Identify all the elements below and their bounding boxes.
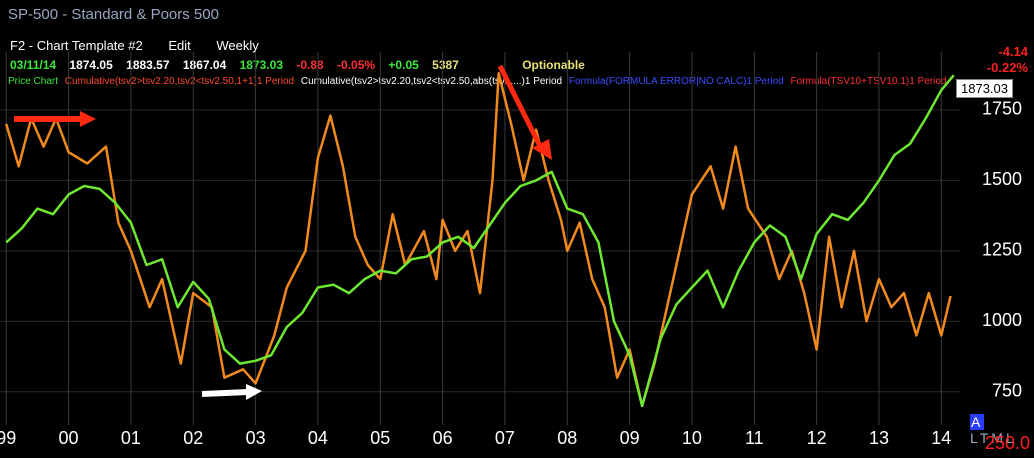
pct-change: -0.22% xyxy=(986,60,1028,75)
x-tick-label: 03 xyxy=(246,428,266,448)
quote-date: 03/11/14 xyxy=(10,58,57,72)
series-line xyxy=(5,74,955,408)
arrow-head xyxy=(80,111,96,127)
x-tick-label: 00 xyxy=(59,428,79,448)
x-tick-label: 10 xyxy=(682,428,702,448)
x-tick-label: 13 xyxy=(869,428,889,448)
quote-line: 03/11/14 1874.05 1883.57 1867.04 1873.03… xyxy=(10,58,595,72)
y-tick-label: 1250 xyxy=(982,240,1022,260)
legend-item: Cumulative(tsv2>tsv2.20,tsv2<tsv2.50,abs… xyxy=(300,76,563,87)
x-tick-label: 14 xyxy=(931,428,951,448)
x-tick-label: 11 xyxy=(745,428,764,448)
y-tick-label: 750 xyxy=(992,381,1022,401)
toolbar: F2 - Chart Template #2 Edit Weekly xyxy=(10,38,281,53)
x-tick-label: 06 xyxy=(433,428,453,448)
x-tick-label: 99 xyxy=(0,428,16,448)
x-tick-label: 08 xyxy=(557,428,577,448)
quote-change2: +0.05 xyxy=(388,58,419,72)
mode-buttons: A LTML xyxy=(970,414,1034,446)
quote-open: 1874.05 xyxy=(69,58,113,72)
title-bar: SP-500 - Standard & Poors 500 xyxy=(0,0,1034,30)
quote-change: -0.88 xyxy=(296,58,324,72)
y-tick-label: 1750 xyxy=(982,99,1022,119)
annotations xyxy=(14,64,552,400)
legend: Price Chart Cumulative(tsv2>tsv2.20,tsv2… xyxy=(8,76,950,87)
quote-volume: 5387 xyxy=(432,58,459,72)
legend-item: Price Chart xyxy=(8,76,59,87)
edit-button[interactable]: Edit xyxy=(168,38,191,53)
x-tick-label: 09 xyxy=(620,428,640,448)
arrow xyxy=(201,389,249,397)
y-tick-label: 1000 xyxy=(982,310,1022,330)
window-title: SP-500 - Standard & Poors 500 xyxy=(8,6,219,23)
lines xyxy=(5,72,955,408)
x-tick-label: 05 xyxy=(370,428,390,448)
quote-change-pct: -0.05% xyxy=(337,58,376,72)
mode-a[interactable]: A xyxy=(970,414,985,430)
change-box: -4.14 -0.22% xyxy=(987,44,1028,76)
quote-note: Optionable xyxy=(522,58,585,72)
period-menu[interactable]: Weekly xyxy=(216,38,259,53)
y-tick-label: 1500 xyxy=(982,169,1022,189)
price-tag: 1873.03 xyxy=(956,79,1013,98)
mode-rest[interactable]: LTML xyxy=(970,430,1017,446)
grid xyxy=(0,52,960,425)
net-change: -4.14 xyxy=(998,44,1028,59)
arrow xyxy=(497,64,543,148)
legend-item: Formula(TSV10+TSV10.1)1 Period xyxy=(790,76,947,87)
scale-value: 250.0 xyxy=(985,433,1031,453)
legend-item: Formula(FORMULA ERROR|NO CALC)1 Period xyxy=(568,76,784,87)
arrow-head xyxy=(532,139,552,160)
arrow-head xyxy=(246,384,262,400)
series-line xyxy=(5,72,952,408)
x-tick-label: 12 xyxy=(807,428,827,448)
quote-high: 1883.57 xyxy=(126,58,170,72)
legend-item: Cumulative(tsv2>tsv2.20,tsv2<tsv2.50,1+1… xyxy=(64,76,295,87)
axes: 750 1000 1250 1500 1750 99 00 01 02 03 04 05 06 07 08 0… xyxy=(0,99,1022,448)
x-tick-label: 02 xyxy=(183,428,203,448)
x-tick-label: 04 xyxy=(308,428,328,448)
quote-close: 1873.03 xyxy=(239,58,283,72)
x-tick-label: 07 xyxy=(495,428,515,448)
template-menu[interactable]: F2 - Chart Template #2 xyxy=(10,38,143,53)
x-tick-label: 01 xyxy=(121,428,141,448)
